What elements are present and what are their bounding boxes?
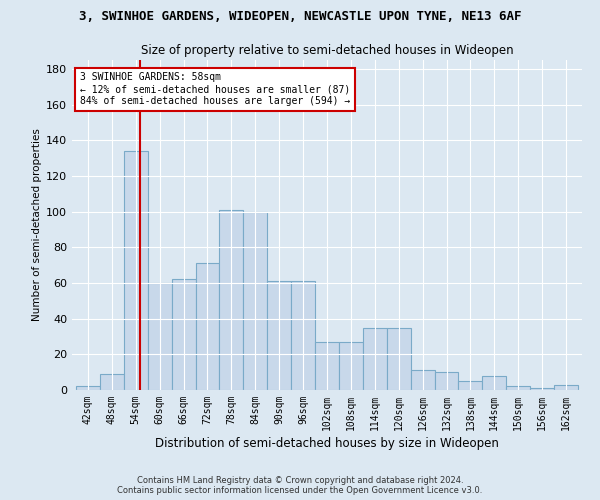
Bar [506,386,530,390]
Bar [554,384,578,390]
Bar [339,342,363,390]
Bar [434,372,458,390]
Bar [291,281,315,390]
Bar [148,283,172,390]
Text: Contains HM Land Registry data © Crown copyright and database right 2024.
Contai: Contains HM Land Registry data © Crown c… [118,476,482,495]
Text: 3, SWINHOE GARDENS, WIDEOPEN, NEWCASTLE UPON TYNE, NE13 6AF: 3, SWINHOE GARDENS, WIDEOPEN, NEWCASTLE … [79,10,521,23]
Bar [458,381,482,390]
Bar [530,388,554,390]
Bar [315,342,339,390]
Bar [363,328,387,390]
X-axis label: Distribution of semi-detached houses by size in Wideopen: Distribution of semi-detached houses by … [155,437,499,450]
Bar [244,212,267,390]
Bar [196,264,220,390]
Bar [220,210,244,390]
Bar [172,280,196,390]
Title: Size of property relative to semi-detached houses in Wideopen: Size of property relative to semi-detach… [140,44,514,58]
Bar [387,328,410,390]
Bar [124,151,148,390]
Bar [100,374,124,390]
Bar [267,281,291,390]
Y-axis label: Number of semi-detached properties: Number of semi-detached properties [32,128,42,322]
Bar [482,376,506,390]
Bar [410,370,434,390]
Text: 3 SWINHOE GARDENS: 58sqm
← 12% of semi-detached houses are smaller (87)
84% of s: 3 SWINHOE GARDENS: 58sqm ← 12% of semi-d… [80,72,350,106]
Bar [76,386,100,390]
